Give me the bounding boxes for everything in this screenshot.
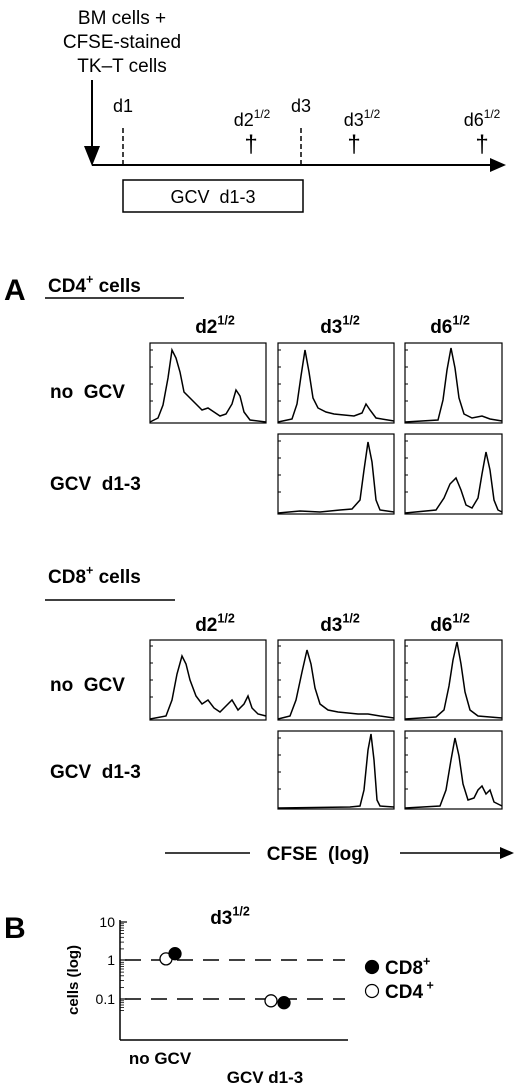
cd8-hist-gcv-d6 (404, 730, 503, 810)
panel-b-y-minor-ticks (120, 923, 124, 1011)
cfse-axis-label: CFSE (log) (267, 844, 369, 865)
cd4-col-header-3: d61/2 (430, 313, 470, 338)
cd4-hist-gcv-d3-ticks (278, 440, 281, 493)
cd4-hist-gcv-d6 (404, 433, 503, 515)
day-label-d3-half: d31/2 (344, 107, 381, 130)
cd8-hist-nogcv-d2 (149, 639, 267, 721)
timeline-arrow-head (490, 158, 506, 172)
cd4-hist-nogcv-d2-curve (149, 347, 267, 423)
cd8-col-header-1: d21/2 (195, 611, 235, 636)
cd4-hist-gcv-d3-curve (277, 441, 395, 514)
cd4-col-header-2: d31/2 (320, 313, 360, 338)
point-cd8-no-gcv (168, 947, 182, 961)
cd8-group-label: CD8+ cells (48, 563, 141, 588)
cd8-hist-gcv-d3 (277, 730, 395, 810)
panel-b-y-axis-label: cells (log) (65, 945, 82, 1015)
cd8-hist-nogcv-d6-ticks (405, 645, 408, 698)
panel-b-y-ticks: 10 1 0.1 (96, 914, 127, 1007)
cd4-row-label-gcv: GCV d1-3 (50, 474, 141, 495)
cd4-hist-nogcv-d6-curve (404, 347, 503, 423)
cd8-col-header-2: d31/2 (320, 611, 360, 636)
cd4-hist-gcv-d6-ticks (405, 440, 408, 493)
point-cd8-gcv (277, 996, 291, 1010)
cd4-hist-nogcv-d3-curve (277, 349, 395, 423)
injection-label-line-1: BM cells + (78, 8, 166, 29)
panel-b-y-tick-10: 10 (99, 914, 115, 930)
panel-b-title: d31/2 (210, 904, 250, 929)
cd4-hist-gcv-d6-frame (404, 433, 503, 515)
cfse-axis-arrow-head (500, 847, 514, 859)
panel-b-legend: CD8+ CD4 + (364, 954, 434, 1003)
panel-b: B d31/2 cells (log) 10 1 0.1 no GCV GCV … (4, 904, 434, 1087)
panel-b-points (159, 947, 291, 1010)
day-label-d6-half: d61/2 (464, 107, 501, 130)
x-category-no-gcv: no GCV (129, 1049, 192, 1068)
cd8-hist-nogcv-d3 (277, 639, 395, 721)
panel-a: A CD4+ cells d21/2 d31/2 d61/2 no GCV GC… (4, 272, 514, 865)
panel-a-letter: A (4, 274, 26, 307)
gcv-box-label: GCV d1-3 (170, 187, 255, 207)
cd4-hist-nogcv-d3 (277, 342, 395, 424)
cd4-group-label: CD4+ cells (48, 272, 141, 297)
cd4-hist-nogcv-d2 (149, 342, 267, 424)
cd4-hist-nogcv-d3-frame (277, 342, 395, 424)
dagger-d6-half: † (475, 131, 488, 158)
timeline: BM cells + CFSE-stained TK–T cells d1 d2… (63, 8, 506, 213)
cd8-hist-nogcv-d3-curve (277, 649, 395, 720)
cd4-row-label-no-gcv: no GCV (50, 382, 125, 403)
x-category-gcv: GCV d1-3 (227, 1068, 304, 1087)
cd4-hist-gcv-d6-curve (404, 451, 503, 514)
legend-cd8-label: CD8+ (385, 954, 430, 979)
panel-b-y-tick-0-1: 0.1 (96, 991, 116, 1007)
cd8-hist-nogcv-d6-frame (404, 639, 503, 721)
cd8-hist-nogcv-d2-curve (149, 653, 267, 720)
cd8-hist-nogcv-d2-ticks (150, 645, 153, 698)
cd8-hist-nogcv-d3-ticks (278, 645, 281, 698)
legend-cd4-label: CD4 + (385, 978, 434, 1003)
cd4-hist-nogcv-d2-ticks (150, 349, 153, 402)
cd4-hist-nogcv-d6-ticks (405, 349, 408, 402)
cd8-row-label-no-gcv: no GCV (50, 675, 125, 696)
cd4-hist-nogcv-d6-frame (404, 342, 503, 424)
injection-label-line-3: TK–T cells (77, 56, 166, 77)
injection-arrow-head (84, 146, 100, 166)
cd8-hist-nogcv-d6 (404, 639, 503, 721)
injection-label-line-2: CFSE-stained (63, 32, 181, 53)
cd8-hist-gcv-d3-ticks (278, 737, 281, 790)
cd4-hist-gcv-d3 (277, 433, 395, 515)
dagger-d2-half: † (244, 131, 257, 158)
day-label-d3: d3 (291, 96, 311, 116)
panel-b-y-tick-1: 1 (107, 952, 115, 968)
cd8-col-header-3: d61/2 (430, 611, 470, 636)
cd8-hist-gcv-d6-curve (404, 737, 503, 809)
gcv-box (122, 179, 304, 213)
day-label-d1: d1 (113, 96, 133, 116)
cd8-row-label-gcv: GCV d1-3 (50, 762, 141, 783)
point-cd4-gcv (264, 994, 278, 1008)
day-label-d2-half: d21/2 (234, 107, 271, 130)
cd4-hist-nogcv-d2-frame (149, 342, 267, 424)
cd4-hist-nogcv-d6 (404, 342, 503, 424)
cd8-hist-gcv-d6-ticks (405, 737, 408, 790)
legend-cd8-marker (364, 959, 380, 975)
legend-cd4-marker (364, 983, 380, 999)
cd4-hist-nogcv-d3-ticks (278, 349, 281, 402)
panel-b-letter: B (4, 912, 26, 945)
cd8-hist-nogcv-d6-curve (404, 641, 503, 720)
cd8-hist-nogcv-d3-frame (277, 639, 395, 721)
cd8-hist-nogcv-d2-frame (149, 639, 267, 721)
cd4-col-header-1: d21/2 (195, 313, 235, 338)
cd8-hist-gcv-d3-curve (277, 733, 395, 809)
cd4-hist-gcv-d3-frame (277, 433, 395, 515)
dagger-d3-half: † (347, 131, 360, 158)
